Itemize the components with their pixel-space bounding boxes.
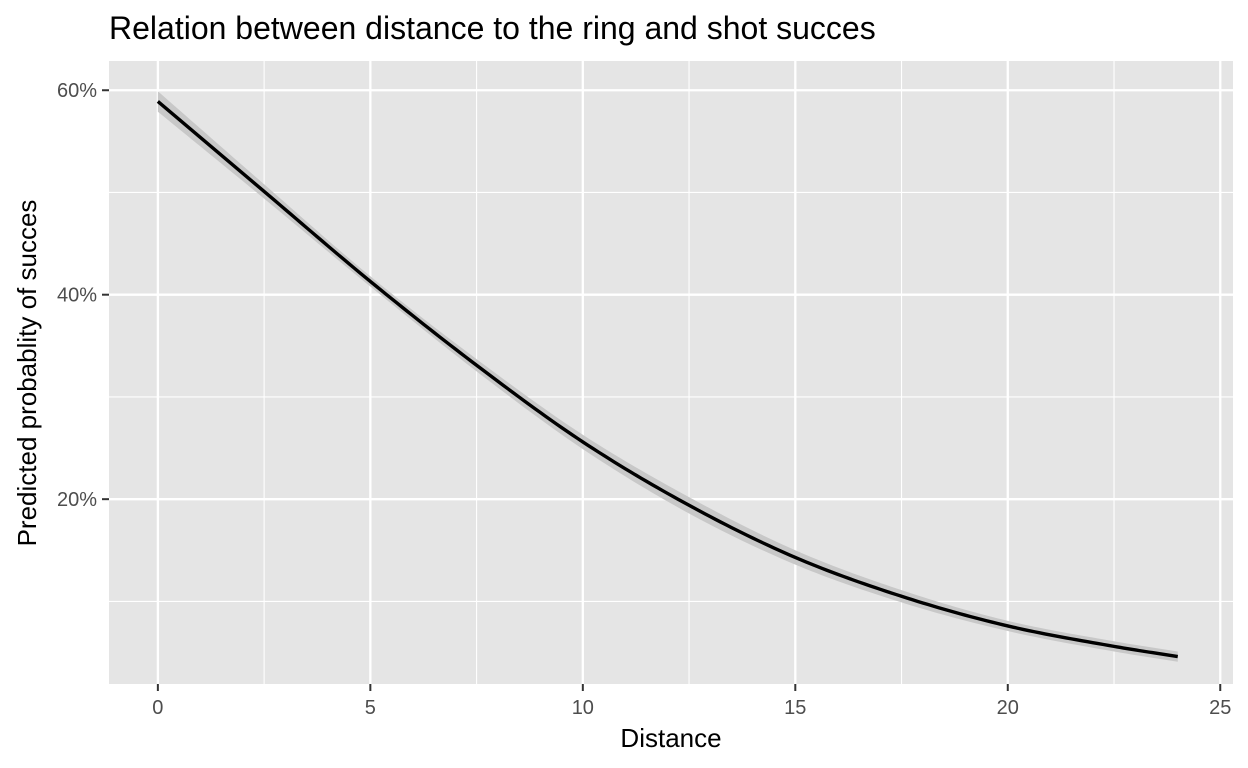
chart-title: Relation between distance to the ring an…: [109, 10, 876, 46]
y-tick-label: 20%: [57, 489, 97, 511]
plot-panel: [109, 61, 1233, 684]
x-tick-label: 10: [572, 697, 594, 719]
y-tick-label: 60%: [57, 80, 97, 102]
x-tick-label: 25: [1209, 697, 1231, 719]
y-tick-label: 40%: [57, 285, 97, 307]
series-line: [156, 100, 1179, 659]
x-tick-label: 20: [997, 697, 1019, 719]
x-axis-title: Distance: [620, 723, 721, 753]
x-tick-label: 0: [152, 697, 163, 719]
x-axis: 0 5 10 15 20 25: [152, 684, 1231, 719]
major-gridlines: [109, 61, 1233, 684]
y-axis: 20% 40% 60%: [57, 80, 109, 511]
x-tick-label: 5: [365, 697, 376, 719]
minor-gridlines: [109, 61, 1233, 684]
x-tick-label: 15: [784, 697, 806, 719]
y-axis-title: Predicted probablity of succes: [12, 200, 42, 547]
